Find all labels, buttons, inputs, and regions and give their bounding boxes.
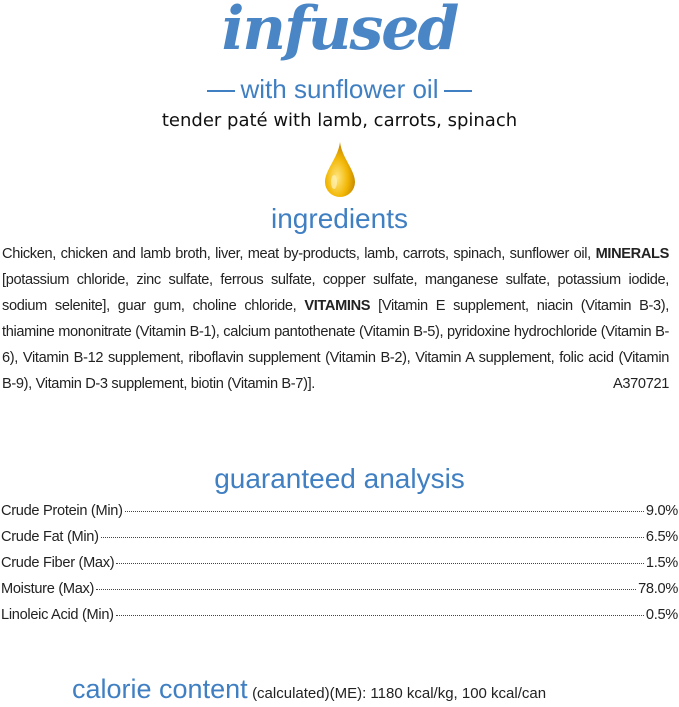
- analysis-value: 78.0%: [638, 581, 678, 597]
- analysis-value: 6.5%: [645, 529, 678, 545]
- brand-title: infused: [221, 0, 460, 64]
- analysis-row: Crude Protein (Min) 9.0%: [1, 503, 678, 529]
- dot-leader: [124, 511, 644, 512]
- analysis-value: 0.5%: [645, 607, 678, 623]
- ingredients-minerals-label: MINERALS: [595, 246, 670, 262]
- analysis-value: 9.0%: [645, 503, 678, 519]
- analysis-label: Crude Protein (Min): [1, 503, 123, 519]
- ingredients-text: Chicken, chicken and lamb broth, liver, …: [2, 246, 596, 262]
- dot-leader: [100, 537, 644, 538]
- oil-drop-icon: [0, 142, 679, 203]
- analysis-row: Moisture (Max) 78.0%: [1, 581, 678, 607]
- ingredients-text: [potassium chloride, zinc sulfate, ferro…: [2, 272, 669, 314]
- analysis-label: Moisture (Max): [1, 581, 95, 597]
- analysis-label: Crude Fiber (Max): [1, 555, 115, 571]
- ingredients-vitamins-label: VITAMINS: [304, 298, 371, 314]
- ingredients-text: [Vitamin E supplement, niacin (Vitamin B…: [2, 298, 669, 392]
- tagline: with sunflower oil: [0, 74, 679, 105]
- product-description: tender paté with lamb, carrots, spinach: [161, 110, 518, 131]
- analysis-row: Crude Fiber (Max) 1.5%: [1, 555, 678, 581]
- analysis-label: Crude Fat (Min): [1, 529, 99, 545]
- calorie-text: (calculated)(ME): 1180 kcal/kg, 100 kcal…: [252, 685, 547, 702]
- product-code: A370721: [613, 376, 669, 392]
- calorie-content: calorie content (calculated)(ME): 1180 k…: [72, 674, 546, 705]
- analysis-heading: guaranteed analysis: [214, 463, 465, 494]
- dash-divider: [206, 90, 235, 93]
- dot-leader: [96, 589, 637, 590]
- tagline-text: with sunflower oil: [240, 74, 439, 104]
- ingredients-list: Chicken, chicken and lamb broth, liver, …: [2, 241, 669, 397]
- ingredients-heading: ingredients: [271, 203, 408, 234]
- dot-leader: [116, 563, 644, 564]
- analysis-value: 1.5%: [645, 555, 678, 571]
- dash-divider: [444, 90, 473, 93]
- analysis-label: Linoleic Acid (Min): [1, 607, 114, 623]
- analysis-row: Linoleic Acid (Min) 0.5%: [1, 607, 678, 633]
- analysis-row: Crude Fat (Min) 6.5%: [1, 529, 678, 555]
- calorie-heading: calorie content: [72, 674, 248, 704]
- dot-leader: [115, 615, 644, 616]
- analysis-table: Crude Protein (Min) 9.0% Crude Fat (Min) 6…: [1, 503, 678, 633]
